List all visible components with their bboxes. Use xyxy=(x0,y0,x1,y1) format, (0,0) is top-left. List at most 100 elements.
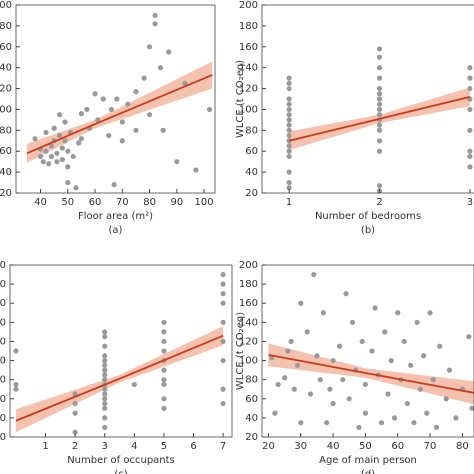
data-point xyxy=(108,106,115,113)
fit-line xyxy=(15,334,224,422)
y-tick-label: 80 xyxy=(245,375,258,386)
data-point xyxy=(395,310,401,316)
data-point xyxy=(286,106,292,113)
data-point xyxy=(376,75,383,81)
data-point xyxy=(102,377,108,383)
data-point xyxy=(359,338,365,345)
y-tick-label: 140 xyxy=(0,317,6,328)
data-point xyxy=(220,281,226,287)
data-point xyxy=(417,386,423,392)
data-point xyxy=(40,159,46,165)
y-tick-label: 120 xyxy=(0,84,12,95)
data-point xyxy=(469,405,474,411)
data-point xyxy=(327,386,333,392)
data-point xyxy=(119,138,125,144)
data-point xyxy=(102,357,108,364)
x-tick-label: 1 xyxy=(286,197,292,208)
data-point xyxy=(411,420,417,426)
x-tick-label: 3 xyxy=(467,197,473,208)
data-point xyxy=(317,377,323,383)
y-tick-label: 120 xyxy=(239,84,258,95)
data-point xyxy=(62,138,68,144)
x-tick-label: 40 xyxy=(34,197,47,208)
x-tick-label: 7 xyxy=(220,441,226,452)
data-point xyxy=(466,334,472,340)
data-point xyxy=(37,153,44,160)
data-point xyxy=(131,381,137,388)
data-point xyxy=(376,138,383,144)
data-point xyxy=(404,400,411,407)
data-point xyxy=(220,271,226,278)
data-point xyxy=(220,357,226,364)
data-point xyxy=(106,132,112,139)
data-point xyxy=(446,367,453,373)
panel-caption: (d) xyxy=(361,469,375,474)
x-tick-label: 80 xyxy=(143,197,156,208)
data-point xyxy=(378,420,385,426)
data-point xyxy=(70,153,76,160)
data-point xyxy=(161,348,167,354)
data-point xyxy=(206,106,213,113)
data-point xyxy=(376,85,383,92)
y-axis-label: WLCE (t CO₂eq) xyxy=(235,312,246,390)
x-tick-label: 5 xyxy=(161,441,167,452)
data-point xyxy=(376,65,383,71)
data-point xyxy=(414,319,420,325)
y-tick-label: 180 xyxy=(0,21,12,32)
y-tick-label: 120 xyxy=(239,336,258,347)
data-point xyxy=(161,396,167,402)
y-tick-label: 200 xyxy=(239,0,258,11)
data-point xyxy=(388,357,394,364)
y-tick-label: 40 xyxy=(0,413,6,424)
data-point xyxy=(152,21,158,27)
data-point xyxy=(382,329,388,335)
data-point xyxy=(467,85,473,92)
data-point xyxy=(430,377,436,383)
fit-line xyxy=(288,96,471,142)
data-point xyxy=(157,65,164,71)
data-point xyxy=(141,75,147,81)
y-tick-label: 60 xyxy=(245,394,258,405)
data-point xyxy=(298,300,304,306)
axes-frame xyxy=(261,4,474,194)
x-axis-label: Number of bedrooms xyxy=(315,211,421,222)
y-tick-label: 40 xyxy=(245,413,258,424)
data-point xyxy=(286,122,292,128)
data-point xyxy=(340,377,346,383)
data-point xyxy=(111,182,117,188)
data-point xyxy=(420,353,427,359)
x-tick-label: 60 xyxy=(89,197,102,208)
y-tick-label: 100 xyxy=(0,356,6,367)
data-point xyxy=(102,396,108,402)
data-point xyxy=(102,343,108,349)
x-tick-label: 40 xyxy=(327,441,340,452)
y-tick-label: 180 xyxy=(239,21,258,32)
data-point xyxy=(437,343,443,349)
data-point xyxy=(330,400,336,407)
data-point xyxy=(376,101,383,107)
y-tick-label: 40 xyxy=(0,167,12,178)
fit-line xyxy=(268,353,474,394)
x-tick-label: 20 xyxy=(262,441,275,452)
data-point xyxy=(286,112,292,118)
data-point xyxy=(133,127,139,133)
data-point xyxy=(72,429,78,435)
data-point xyxy=(161,367,167,373)
data-point xyxy=(160,127,166,133)
data-point xyxy=(220,338,226,345)
data-point xyxy=(48,143,55,149)
data-point xyxy=(102,391,108,397)
data-point xyxy=(286,127,292,133)
x-tick-label: 60 xyxy=(391,441,404,452)
data-point xyxy=(220,386,226,392)
data-point xyxy=(100,96,106,102)
data-point xyxy=(286,153,292,160)
data-point xyxy=(220,291,226,297)
y-tick-label: 60 xyxy=(245,146,258,157)
data-point xyxy=(286,148,292,154)
data-point xyxy=(84,106,90,113)
x-tick-label: 2 xyxy=(72,441,78,452)
x-tick-label: 90 xyxy=(170,197,183,208)
data-point xyxy=(161,405,167,411)
